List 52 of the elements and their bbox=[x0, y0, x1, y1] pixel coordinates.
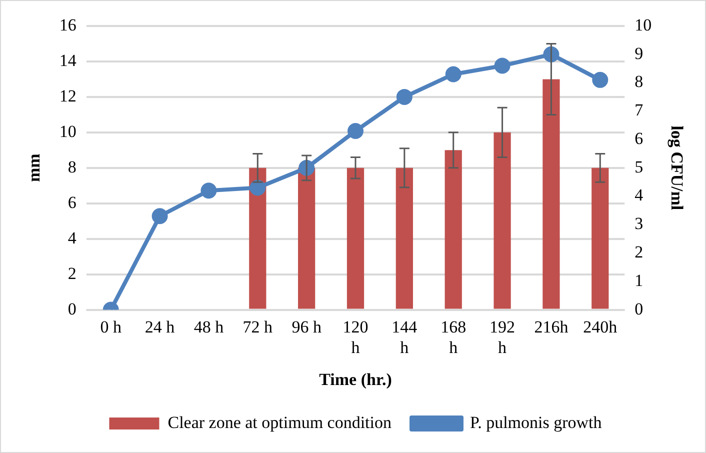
point bbox=[348, 123, 364, 140]
point bbox=[445, 66, 462, 82]
y-tick-label: 8 bbox=[68, 157, 76, 176]
y-tick-label: 14 bbox=[59, 50, 77, 70]
y-tick-label: 4 bbox=[68, 228, 77, 248]
bar bbox=[444, 150, 462, 309]
y2-axis-title: log CFU/ml bbox=[667, 126, 686, 210]
y2-tick-label: 5 bbox=[634, 157, 644, 176]
x-tick-label: 120 h bbox=[342, 317, 368, 357]
y2-tick-label: 8 bbox=[634, 72, 644, 92]
bar bbox=[346, 168, 364, 309]
x-tick-label: 72 h bbox=[242, 317, 274, 336]
y2-tick-label: 4 bbox=[634, 186, 644, 205]
x-tick-label: 216h bbox=[534, 317, 569, 336]
point bbox=[494, 58, 510, 74]
x-tick-label: 0 h bbox=[100, 317, 122, 336]
point bbox=[592, 72, 608, 88]
y2-tick-label: 1 bbox=[634, 270, 644, 290]
y-tick-label: 0 bbox=[68, 299, 76, 318]
point bbox=[200, 182, 217, 199]
x-tick-label: 192 h bbox=[490, 317, 516, 357]
x-tick-label: 24 h bbox=[144, 317, 176, 336]
x-tick-label: 144 h bbox=[392, 317, 418, 357]
point bbox=[152, 208, 168, 224]
bar bbox=[249, 168, 266, 309]
x-axis-title: Time (hr.) bbox=[319, 370, 392, 390]
y2-tick-label: 6 bbox=[634, 128, 644, 148]
x-tick-label: 48 h bbox=[194, 317, 224, 336]
x-tick-label: 168 h bbox=[440, 317, 466, 357]
point bbox=[396, 88, 412, 105]
y-tick-label: 10 bbox=[59, 122, 76, 141]
bar bbox=[592, 168, 609, 309]
y-tick-label: 2 bbox=[68, 264, 76, 283]
y2-tick-label: 0 bbox=[634, 299, 644, 318]
y-tick-label: 6 bbox=[68, 192, 76, 212]
bar bbox=[298, 168, 316, 309]
bar bbox=[494, 132, 511, 309]
y-axis-title: mm bbox=[24, 154, 44, 182]
legend-label: P. pulmonis growth bbox=[470, 412, 602, 432]
bar bbox=[542, 79, 560, 309]
legend-label: Clear zone at optimum condition bbox=[168, 412, 392, 432]
bar bbox=[396, 168, 413, 309]
x-tick-label: 96 h bbox=[292, 317, 322, 336]
y2-tick-label: 3 bbox=[634, 214, 644, 234]
y2-tick-label: 10 bbox=[634, 15, 652, 34]
point bbox=[250, 180, 266, 196]
y2-tick-label: 2 bbox=[634, 242, 644, 262]
y-tick-label: 12 bbox=[59, 86, 76, 106]
y2-tick-label: 9 bbox=[634, 44, 644, 63]
y2-tick-label: 7 bbox=[634, 100, 644, 120]
x-tick-label: 240h bbox=[583, 317, 618, 336]
y-tick-label: 16 bbox=[59, 15, 76, 34]
